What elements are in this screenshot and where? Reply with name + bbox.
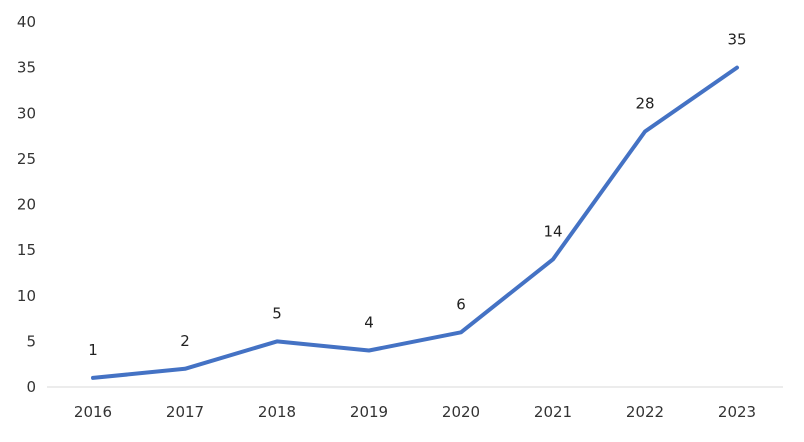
x-tick-label: 2020 [442,403,480,421]
y-tick-label: 35 [17,59,36,77]
y-tick-label: 40 [17,13,36,31]
x-tick-label: 2019 [350,403,388,421]
data-label: 2 [180,332,190,350]
data-label: 28 [635,95,654,113]
x-tick-label: 2023 [718,403,756,421]
data-label: 35 [727,31,746,49]
y-tick-label: 30 [17,104,36,122]
data-label: 4 [364,314,374,332]
data-label: 1 [88,341,98,359]
series-line [91,65,739,380]
data-label: 14 [543,222,562,240]
y-tick-label: 0 [26,378,36,396]
data-label: 6 [456,295,466,313]
y-tick-label: 25 [17,150,36,168]
y-tick-label: 15 [17,241,36,259]
y-axis-tick-labels: 0 5 10 15 20 25 30 35 40 [17,13,36,396]
x-tick-label: 2016 [74,403,112,421]
y-tick-label: 10 [17,287,36,305]
x-tick-label: 2022 [626,403,664,421]
data-labels: 1 2 5 4 6 14 28 35 [88,31,746,359]
x-tick-label: 2017 [166,403,204,421]
data-label: 5 [272,304,282,322]
y-tick-label: 5 [26,332,36,350]
x-tick-label: 2021 [534,403,572,421]
y-tick-label: 20 [17,196,36,214]
x-axis-tick-labels: 2016 2017 2018 2019 2020 2021 2022 2023 [74,403,756,421]
x-tick-label: 2018 [258,403,296,421]
